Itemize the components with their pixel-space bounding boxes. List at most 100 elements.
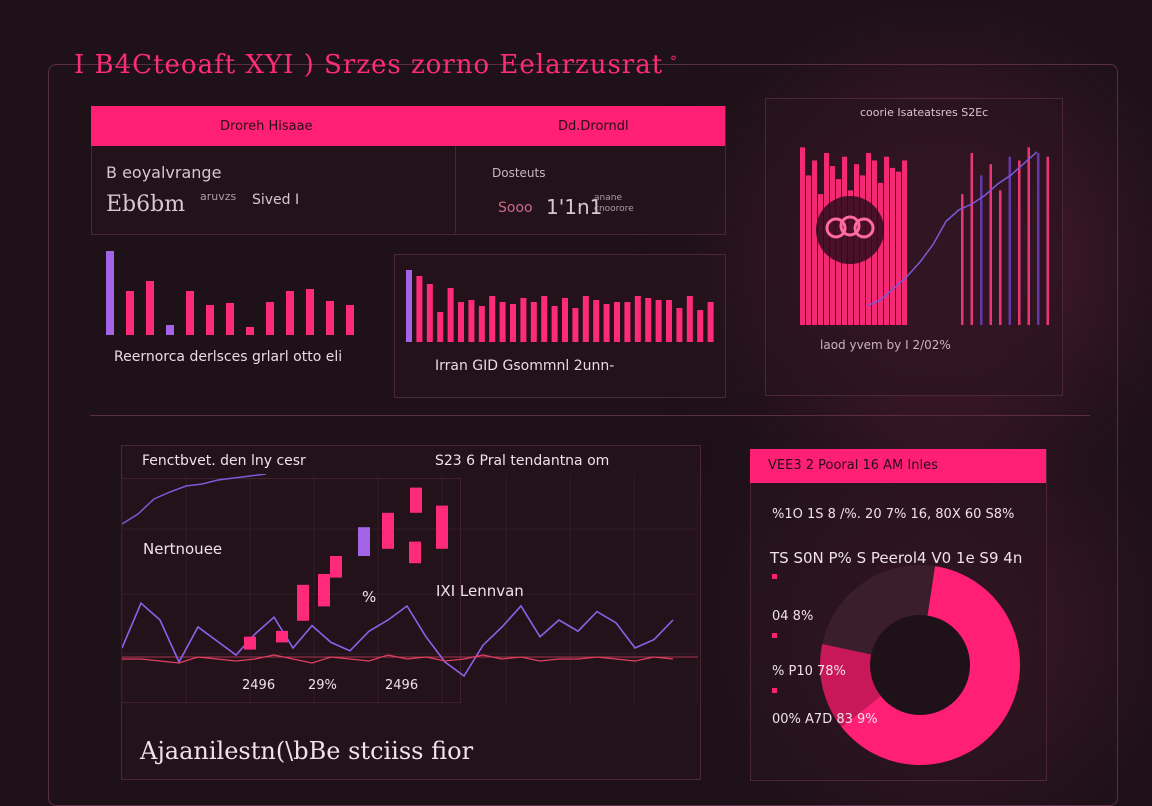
bar-mark: [246, 327, 254, 335]
bar-mark: [346, 305, 354, 335]
bar-mark: [551, 306, 558, 342]
bar-mark: [306, 289, 314, 335]
stats-donut-chart: [820, 565, 1020, 765]
bar-mark: [562, 298, 568, 342]
bar-mark: [812, 160, 817, 325]
bar-mark: [980, 175, 983, 325]
chart-ring: [839, 215, 861, 237]
bar-mark: [126, 291, 134, 335]
bar-mark: [614, 302, 620, 342]
bar-mark: [989, 164, 992, 325]
right-chart-caption: laod yvem by I 2/02%: [820, 338, 951, 352]
bar-mark: [499, 302, 506, 342]
summary-col1-header[interactable]: Droreh Hisaae: [220, 119, 313, 134]
bar-mark: [286, 291, 294, 335]
axis-tick: 2496: [242, 678, 276, 693]
candle-mark: [276, 630, 288, 643]
upper-line: [122, 474, 267, 525]
candle-mark: [297, 584, 309, 621]
bar-mark: [226, 303, 234, 335]
bar-mark: [593, 300, 600, 342]
wave-line: [122, 654, 674, 664]
summary-left-sub1: aruvzs: [200, 190, 237, 203]
bar-chart-b: [406, 270, 714, 342]
bar-mark: [624, 302, 631, 342]
bar-mark: [707, 302, 714, 342]
bar-mark: [878, 182, 883, 325]
bar-mark: [582, 296, 589, 342]
bar-mark: [655, 300, 662, 342]
bar-mark: [1027, 147, 1030, 325]
bar-mark: [106, 251, 114, 335]
summary-left-sub2: Sived I: [252, 192, 300, 208]
bar-mark: [520, 298, 527, 342]
bar-mark: [666, 300, 672, 342]
bottom-chart-label-mid: %: [362, 588, 377, 606]
bar-chart-b-caption: Irran GID Gsommnl 2unn-: [435, 358, 615, 374]
summary-col2-header[interactable]: Dd.Drorndl: [558, 119, 629, 134]
candle-mark: [409, 541, 421, 564]
summary-divider: [455, 146, 456, 233]
bar-mark: [478, 306, 485, 342]
chart-blob: [816, 196, 884, 264]
right-bar-chart: [800, 147, 1049, 325]
bar-mark: [800, 147, 805, 325]
stats-row: 04 8%: [772, 609, 814, 624]
bar-mark: [1018, 160, 1021, 325]
bottom-chart-title-right: S23 6 Pral tendantna om: [435, 453, 610, 469]
trend-line: [867, 151, 1038, 307]
bar-mark: [326, 301, 334, 335]
bar-mark: [697, 310, 704, 342]
bar-chart-a: [106, 251, 354, 335]
stats-row: TS S0N P% S Peerol4 V0 1e S9 4n: [770, 549, 1023, 567]
summary-left-value: Eb6bm: [106, 192, 186, 217]
bar-mark: [572, 308, 579, 342]
bar-mark: [603, 304, 610, 342]
bar-mark: [186, 291, 194, 335]
title-decoration-icon: °: [670, 54, 677, 70]
stats-row: 00% A7D 83 9%: [772, 712, 878, 727]
bar-mark: [437, 312, 444, 342]
bar-mark: [426, 284, 433, 342]
bottom-chart-footer: Ajaanilestn(\bBe stciiss fior: [140, 737, 474, 765]
stats-row: %1O 1S 8 /%. 20 7% 16, 80X 60 S8%: [772, 507, 1015, 522]
bar-mark: [896, 171, 901, 325]
bar-mark: [458, 302, 464, 342]
bar-mark: [406, 270, 412, 342]
bar-mark: [634, 296, 641, 342]
chart-ring: [825, 217, 847, 239]
bar-mark: [468, 300, 475, 342]
bar-mark: [1008, 156, 1011, 325]
bar-mark: [530, 302, 537, 342]
bar-mark: [676, 308, 683, 342]
bar-mark: [146, 281, 154, 335]
bottom-chart: [122, 474, 698, 704]
bar-mark: [970, 152, 973, 325]
bar-mark: [266, 302, 274, 335]
bar-mark: [1037, 152, 1040, 325]
bar-mark: [686, 296, 693, 342]
bar-mark: [818, 194, 823, 325]
wave-line: [122, 601, 674, 678]
summary-header-bar: [91, 106, 725, 146]
bottom-chart-label-right: IXI Lennvan: [436, 582, 524, 600]
candle-mark: [318, 574, 330, 607]
candle-mark: [436, 505, 448, 549]
bar-mark: [510, 304, 516, 342]
axis-tick: 29%: [308, 678, 337, 693]
bottom-chart-title-left: Fenctbvet. den lny cesr: [142, 453, 306, 469]
bar-mark: [166, 325, 174, 335]
bar-mark: [645, 298, 652, 342]
summary-right-label: Dosteuts: [492, 166, 546, 180]
candle-mark: [358, 527, 370, 556]
bar-mark: [541, 296, 548, 342]
bar-mark: [961, 194, 964, 325]
axis-tick: 2496: [385, 678, 419, 693]
candle-mark: [410, 487, 422, 513]
legend-swatch: [772, 688, 777, 693]
bar-mark: [489, 296, 496, 342]
page-title: I B4Cteoaft XYI ) Srzes zorno Eelarzusra…: [74, 50, 664, 80]
chart-ring: [853, 217, 875, 239]
candle-mark: [330, 556, 342, 578]
candle-mark: [382, 512, 394, 549]
